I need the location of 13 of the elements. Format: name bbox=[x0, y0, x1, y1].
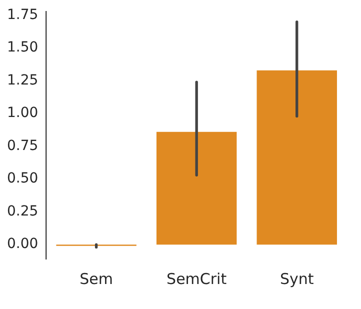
bar bbox=[256, 70, 337, 245]
y-tick-label: 0.25 bbox=[7, 203, 38, 220]
y-tick-label: 1.75 bbox=[7, 6, 38, 23]
x-tick-label: SemCrit bbox=[166, 270, 227, 288]
y-tick-label: 0.75 bbox=[7, 138, 38, 154]
y-tick-label: 1.25 bbox=[7, 72, 38, 88]
y-tick-label: 1.00 bbox=[7, 105, 38, 122]
y-tick-label: 0.00 bbox=[7, 236, 38, 252]
x-tick-label: Sem bbox=[80, 270, 113, 288]
x-tick-label: Synt bbox=[280, 270, 314, 288]
bar bbox=[156, 132, 237, 245]
y-tick-label: 1.50 bbox=[7, 40, 38, 56]
y-tick-label: 0.50 bbox=[7, 170, 38, 187]
